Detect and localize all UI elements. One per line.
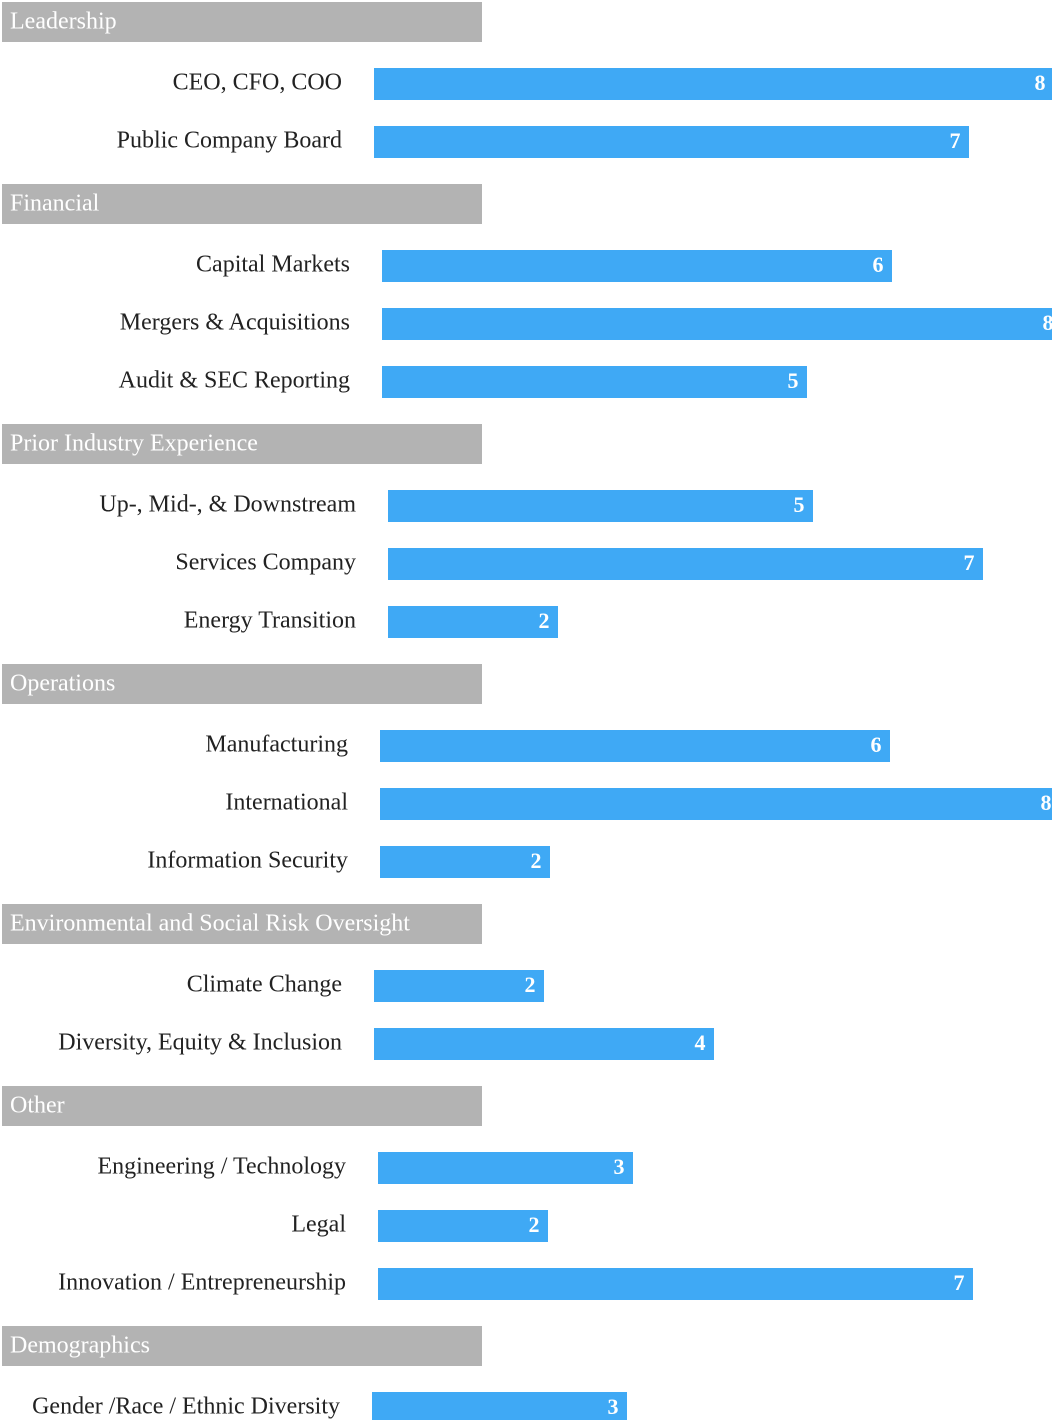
group-header bbox=[2, 1086, 482, 1126]
value-label: 4 bbox=[695, 1030, 706, 1055]
value-label: 3 bbox=[614, 1154, 625, 1179]
bar bbox=[380, 846, 550, 878]
group-header bbox=[2, 184, 482, 224]
bar bbox=[382, 308, 1052, 340]
row-label: Services Company bbox=[175, 550, 356, 576]
row-label: Diversity, Equity & Inclusion bbox=[58, 1030, 342, 1056]
bar bbox=[378, 1268, 973, 1300]
bar bbox=[380, 730, 890, 762]
value-label: 2 bbox=[531, 848, 542, 873]
row-label: Up-, Mid-, & Downstream bbox=[99, 492, 356, 518]
bar bbox=[374, 970, 544, 1002]
bar bbox=[388, 606, 558, 638]
row-label: Audit & SEC Reporting bbox=[119, 368, 350, 394]
group-title: Financial bbox=[10, 191, 100, 217]
row-label: Climate Change bbox=[187, 972, 342, 998]
value-label: 7 bbox=[954, 1270, 965, 1295]
bar bbox=[380, 788, 1052, 820]
row-label: International bbox=[225, 790, 348, 816]
row-label: Gender /Race / Ethnic Diversity bbox=[32, 1394, 340, 1420]
bar bbox=[374, 126, 969, 158]
value-label: 5 bbox=[794, 492, 805, 517]
group-header bbox=[2, 1326, 482, 1366]
bar bbox=[382, 250, 892, 282]
row-label: Legal bbox=[291, 1212, 346, 1238]
value-label: 6 bbox=[873, 252, 884, 277]
value-label: 7 bbox=[950, 128, 961, 153]
group-title: Leadership bbox=[10, 9, 117, 35]
row-label: Engineering / Technology bbox=[98, 1154, 346, 1180]
value-label: 5 bbox=[788, 368, 799, 393]
bar bbox=[374, 68, 1052, 100]
row-label: Capital Markets bbox=[196, 252, 350, 278]
group-header bbox=[2, 904, 482, 944]
group-header bbox=[2, 664, 482, 704]
bar bbox=[372, 1392, 627, 1420]
value-label: 7 bbox=[964, 550, 975, 575]
row-label: CEO, CFO, COO bbox=[173, 70, 342, 96]
group-title: Operations bbox=[10, 671, 115, 697]
row-label: Information Security bbox=[147, 848, 348, 874]
bar bbox=[378, 1210, 548, 1242]
group-title: Prior Industry Experience bbox=[10, 431, 258, 457]
bar bbox=[388, 548, 983, 580]
value-label: 2 bbox=[525, 972, 536, 997]
group-header bbox=[2, 424, 482, 464]
bar bbox=[382, 366, 807, 398]
value-label: 3 bbox=[608, 1394, 619, 1419]
value-label: 8 bbox=[1043, 310, 1052, 335]
row-label: Innovation / Entrepreneurship bbox=[58, 1270, 346, 1296]
bar bbox=[388, 490, 813, 522]
group-header bbox=[2, 2, 482, 42]
group-title: Other bbox=[10, 1093, 65, 1119]
row-label: Mergers & Acquisitions bbox=[120, 310, 350, 336]
value-label: 2 bbox=[539, 608, 550, 633]
bar bbox=[378, 1152, 633, 1184]
row-label: Manufacturing bbox=[205, 732, 348, 758]
value-label: 8 bbox=[1035, 70, 1046, 95]
group-title: Demographics bbox=[10, 1333, 150, 1359]
value-label: 8 bbox=[1041, 790, 1052, 815]
group-title: Environmental and Social Risk Oversight bbox=[10, 911, 410, 937]
value-label: 2 bbox=[529, 1212, 540, 1237]
bar bbox=[374, 1028, 714, 1060]
row-label: Public Company Board bbox=[117, 128, 342, 154]
value-label: 6 bbox=[871, 732, 882, 757]
row-label: Energy Transition bbox=[184, 608, 356, 634]
